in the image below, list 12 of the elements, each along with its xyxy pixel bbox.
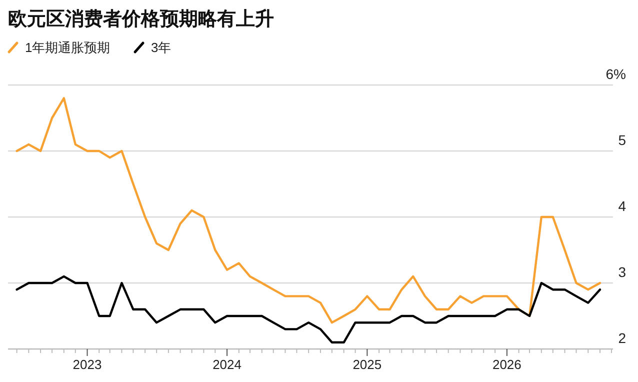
y-tick-label: 2 (618, 330, 626, 346)
y-tick-label: 5 (618, 132, 626, 148)
y-tick-label: 6% (606, 66, 626, 82)
y-tick-label: 3 (618, 264, 626, 280)
x-tick-label: 2025 (352, 357, 382, 372)
chart-title: 欧元区消费者价格预期略有上升 (8, 8, 274, 30)
legend-label: 1年期通胀预期 (25, 40, 110, 55)
y-tick-label: 4 (618, 198, 626, 214)
x-tick-label: 2026 (492, 357, 522, 372)
x-tick-label: 2024 (212, 357, 242, 372)
x-tick-label: 2023 (72, 357, 102, 372)
legend-label: 3年 (151, 40, 172, 55)
